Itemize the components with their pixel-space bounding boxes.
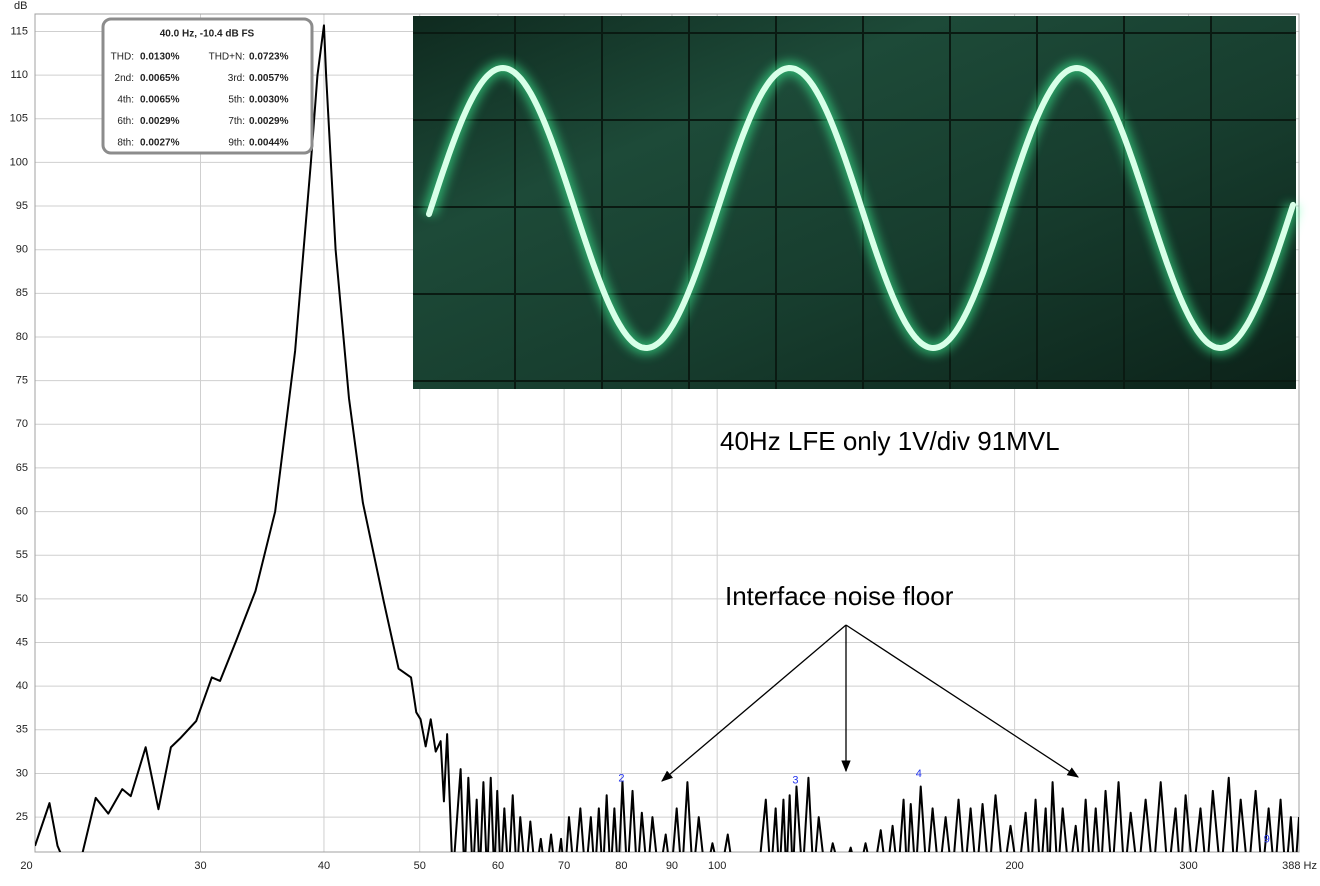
x-tick-label: 70 — [558, 860, 570, 872]
x-tick-label: 20 — [20, 860, 32, 872]
y-tick-label: 100 — [10, 156, 28, 168]
x-tick-label: 30 — [194, 860, 206, 872]
info-label: 2nd: — [115, 73, 134, 84]
harmonic-marker: 2 — [618, 773, 624, 785]
x-tick-label: 80 — [615, 860, 627, 872]
x-tick-label: 300 — [1179, 860, 1197, 872]
y-tick-label: 115 — [10, 25, 28, 37]
info-label: 3rd: — [228, 73, 245, 84]
info-box-frame — [101, 17, 314, 155]
y-tick-label: 90 — [16, 244, 28, 256]
y-tick-label: 50 — [16, 593, 28, 605]
x-tick-label: 388 Hz — [1282, 860, 1317, 872]
y-tick-label: 60 — [16, 505, 28, 517]
arrow — [845, 624, 1079, 778]
x-tick-label: 90 — [666, 860, 678, 872]
harmonic-marker: 9 — [1264, 834, 1270, 846]
arrows — [661, 624, 1079, 782]
harmonic-marker: 4 — [916, 768, 922, 780]
info-label: 8th: — [117, 138, 134, 149]
info-box-title: 40.0 Hz, -10.4 dB FS — [160, 29, 255, 40]
annotation: 40Hz LFE only 1V/div 91MVL — [720, 426, 1060, 456]
x-tick-label: 60 — [492, 860, 504, 872]
info-value: 0.0029% — [140, 116, 180, 127]
info-value: 0.0130% — [140, 52, 180, 63]
scope-trace — [426, 64, 1296, 352]
info-value: 0.0029% — [249, 116, 289, 127]
y-tick-label: 80 — [16, 331, 28, 343]
x-tick-label: 100 — [708, 860, 726, 872]
info-value: 0.0065% — [140, 95, 180, 106]
y-tick-label: 40 — [16, 680, 28, 692]
info-value: 0.0065% — [140, 73, 180, 84]
x-tick-label: 200 — [1005, 860, 1023, 872]
info-label: 5th: — [228, 95, 245, 106]
info-label: 4th: — [117, 95, 134, 106]
info-label: 6th: — [117, 116, 134, 127]
y-tick-label: 45 — [16, 636, 28, 648]
info-value: 0.0030% — [249, 95, 289, 106]
x-tick-label: 40 — [318, 860, 330, 872]
info-label: THD: — [111, 52, 134, 63]
y-tick-label: 110 — [10, 69, 28, 81]
info-label: THD+N: — [209, 52, 245, 63]
info-box: 40.0 Hz, -10.4 dB FS THD: 0.0130% THD+N: 0.… — [101, 17, 314, 155]
info-value: 0.0057% — [249, 73, 289, 84]
y-tick-label: 65 — [16, 462, 28, 474]
info-label: 9th: — [228, 138, 245, 149]
y-tick-label: 55 — [16, 549, 28, 561]
info-value: 0.0723% — [249, 52, 289, 63]
y-tick-label: 85 — [16, 287, 28, 299]
y-tick-label: 35 — [16, 724, 28, 736]
harmonic-marker: 3 — [792, 774, 798, 786]
y-tick-label: 30 — [16, 767, 28, 779]
oscilloscope-photo — [413, 16, 1300, 389]
y-axis-label: dB — [14, 0, 27, 12]
info-box-rows: THD: 0.0130% THD+N: 0.0723% 2nd: 0.0065% 3rd: 0… — [111, 52, 289, 149]
y-tick-label: 70 — [16, 418, 28, 430]
info-value: 0.0044% — [249, 138, 289, 149]
arrow — [661, 624, 847, 782]
annotation: Interface noise floor — [725, 581, 954, 611]
y-tick-label: 75 — [16, 375, 28, 387]
info-value: 0.0027% — [140, 138, 180, 149]
y-tick-label: 25 — [16, 811, 28, 823]
y-tick-label: 105 — [10, 113, 28, 125]
spectrum-line — [35, 24, 1299, 852]
y-tick-label: 95 — [16, 200, 28, 212]
info-label: 7th: — [228, 116, 245, 127]
x-tick-label: 50 — [414, 860, 426, 872]
plot-area — [35, 24, 1299, 852]
